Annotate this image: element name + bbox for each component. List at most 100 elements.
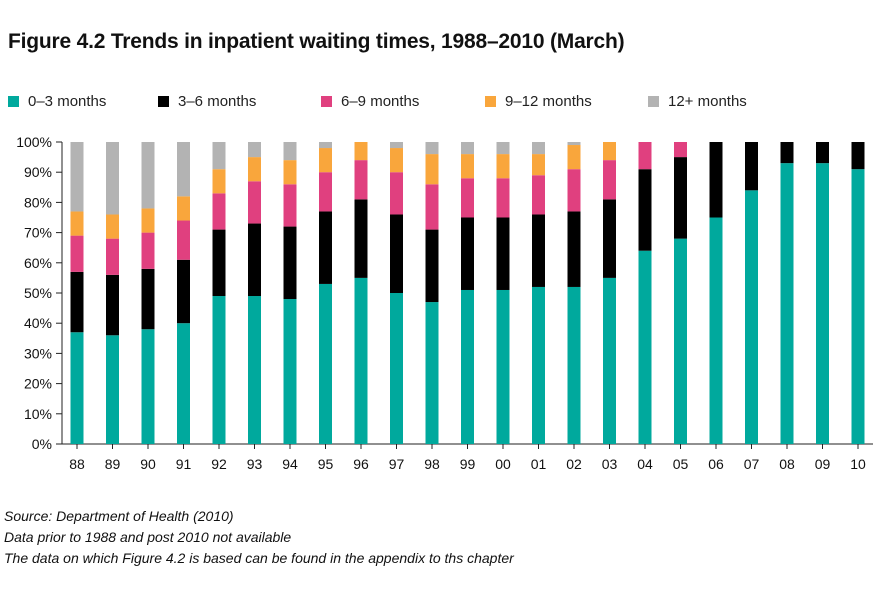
bar-6-9-months-99 <box>461 178 474 218</box>
x-tick-label: 00 <box>495 456 511 472</box>
availability-note: Data prior to 1988 and post 2010 not ava… <box>4 529 292 545</box>
bar-9-12-months-03 <box>603 142 616 161</box>
bar-9-12-months-98 <box>425 154 439 185</box>
bar-3-6-months-01 <box>532 214 545 287</box>
bar-6-9-months-98 <box>425 184 439 230</box>
bar-0-3-months-09 <box>816 163 829 444</box>
bar-9-12-months-91 <box>177 196 190 221</box>
bar-0-3-months-00 <box>496 289 510 444</box>
bar-0-3-months-95 <box>319 283 332 444</box>
chart-notes: Source: Department of Health (2010) Data… <box>4 506 514 569</box>
bar-12-months-01 <box>532 142 545 155</box>
bar-12-months-94 <box>283 142 297 161</box>
chart-title: Figure 4.2 Trends in inpatient waiting t… <box>8 30 625 53</box>
bar-6-9-months-03 <box>603 160 616 200</box>
bar-3-6-months-96 <box>354 199 368 278</box>
x-tick-label: 06 <box>708 456 724 472</box>
x-tick-label: 90 <box>140 456 156 472</box>
bar-3-6-months-88 <box>70 271 84 333</box>
x-tick-label: 05 <box>673 456 689 472</box>
bar-3-6-months-04 <box>638 169 652 251</box>
y-tick-label: 60% <box>24 255 52 271</box>
y-tick-label: 10% <box>24 406 52 422</box>
bar-12-months-90 <box>141 142 155 209</box>
bar-12-months-88 <box>70 142 84 212</box>
bar-0-3-months-91 <box>177 323 190 444</box>
legend-item-3-6-months: 3–6 months <box>158 91 256 111</box>
legend-swatch <box>158 95 169 107</box>
bar-6-9-months-89 <box>106 238 119 275</box>
bar-3-6-months-09 <box>816 142 829 164</box>
y-tick-label: 80% <box>24 194 52 210</box>
bar-6-9-months-04 <box>638 142 652 170</box>
legend-label: 3–6 months <box>178 92 257 110</box>
bar-0-3-months-89 <box>106 335 119 444</box>
bar-0-3-months-08 <box>780 163 794 444</box>
bar-0-3-months-04 <box>638 250 652 444</box>
legend-label: 9–12 months <box>505 92 592 110</box>
bar-9-12-months-88 <box>70 211 84 236</box>
bar-6-9-months-96 <box>354 160 368 200</box>
x-tick-label: 04 <box>637 456 653 472</box>
bar-6-9-months-92 <box>212 193 226 230</box>
bar-9-12-months-89 <box>106 214 119 239</box>
bar-0-3-months-07 <box>745 190 758 444</box>
x-tick-label: 94 <box>282 456 298 472</box>
bar-6-9-months-88 <box>70 235 84 272</box>
bar-0-3-months-03 <box>603 277 616 444</box>
chart-legend: 0–3 months 3–6 months 6–9 months 9–12 month… <box>8 91 868 111</box>
bar-0-3-months-94 <box>283 299 297 444</box>
bar-0-3-months-10 <box>851 169 865 444</box>
y-tick-label: 90% <box>24 164 52 180</box>
bar-3-6-months-03 <box>603 199 616 278</box>
y-tick-label: 50% <box>24 285 52 301</box>
bar-0-3-months-96 <box>354 277 368 444</box>
bar-6-9-months-97 <box>390 172 403 215</box>
x-tick-label: 10 <box>850 456 866 472</box>
bar-3-6-months-99 <box>461 217 474 290</box>
bar-12-months-93 <box>248 142 261 158</box>
bar-9-12-months-90 <box>141 208 155 233</box>
x-tick-label: 89 <box>105 456 121 472</box>
legend-label: 12+ months <box>668 92 747 110</box>
bar-12-months-89 <box>106 142 119 215</box>
bar-9-12-months-00 <box>496 154 510 179</box>
bar-6-9-months-02 <box>567 169 581 212</box>
legend-item-12-months: 12+ months <box>648 91 747 111</box>
x-tick-label: 01 <box>531 456 547 472</box>
legend-label: 0–3 months <box>28 92 107 110</box>
bar-12-months-00 <box>496 142 510 155</box>
bar-12-months-91 <box>177 142 190 197</box>
bar-6-9-months-01 <box>532 175 545 215</box>
bar-9-12-months-92 <box>212 169 226 194</box>
x-tick-label: 07 <box>744 456 760 472</box>
bar-6-9-months-05 <box>674 142 687 158</box>
bar-3-6-months-90 <box>141 268 155 330</box>
bar-3-6-months-93 <box>248 223 261 297</box>
bar-9-12-months-96 <box>354 142 368 161</box>
bar-3-6-months-07 <box>745 142 758 191</box>
bar-9-12-months-94 <box>283 160 297 185</box>
appendix-note: The data on which Figure 4.2 is based ca… <box>4 550 514 566</box>
bar-9-12-months-97 <box>390 148 403 173</box>
bar-12-months-02 <box>567 142 581 146</box>
bar-0-3-months-99 <box>461 289 474 444</box>
bar-0-3-months-90 <box>141 329 155 444</box>
bar-6-9-months-93 <box>248 181 261 224</box>
bar-3-6-months-06 <box>709 142 723 218</box>
bar-12-months-92 <box>212 142 226 170</box>
x-tick-label: 08 <box>779 456 795 472</box>
bar-3-6-months-10 <box>851 142 865 170</box>
x-tick-label: 88 <box>69 456 85 472</box>
bar-0-3-months-01 <box>532 286 545 444</box>
bar-12-months-98 <box>425 142 439 155</box>
bar-3-6-months-05 <box>674 157 687 239</box>
bar-3-6-months-97 <box>390 214 403 293</box>
x-tick-label: 09 <box>815 456 831 472</box>
bar-6-9-months-00 <box>496 178 510 218</box>
x-tick-label: 02 <box>566 456 582 472</box>
x-tick-label: 96 <box>353 456 369 472</box>
bar-12-months-97 <box>390 142 403 149</box>
bar-6-9-months-90 <box>141 232 155 269</box>
bar-0-3-months-93 <box>248 296 261 444</box>
